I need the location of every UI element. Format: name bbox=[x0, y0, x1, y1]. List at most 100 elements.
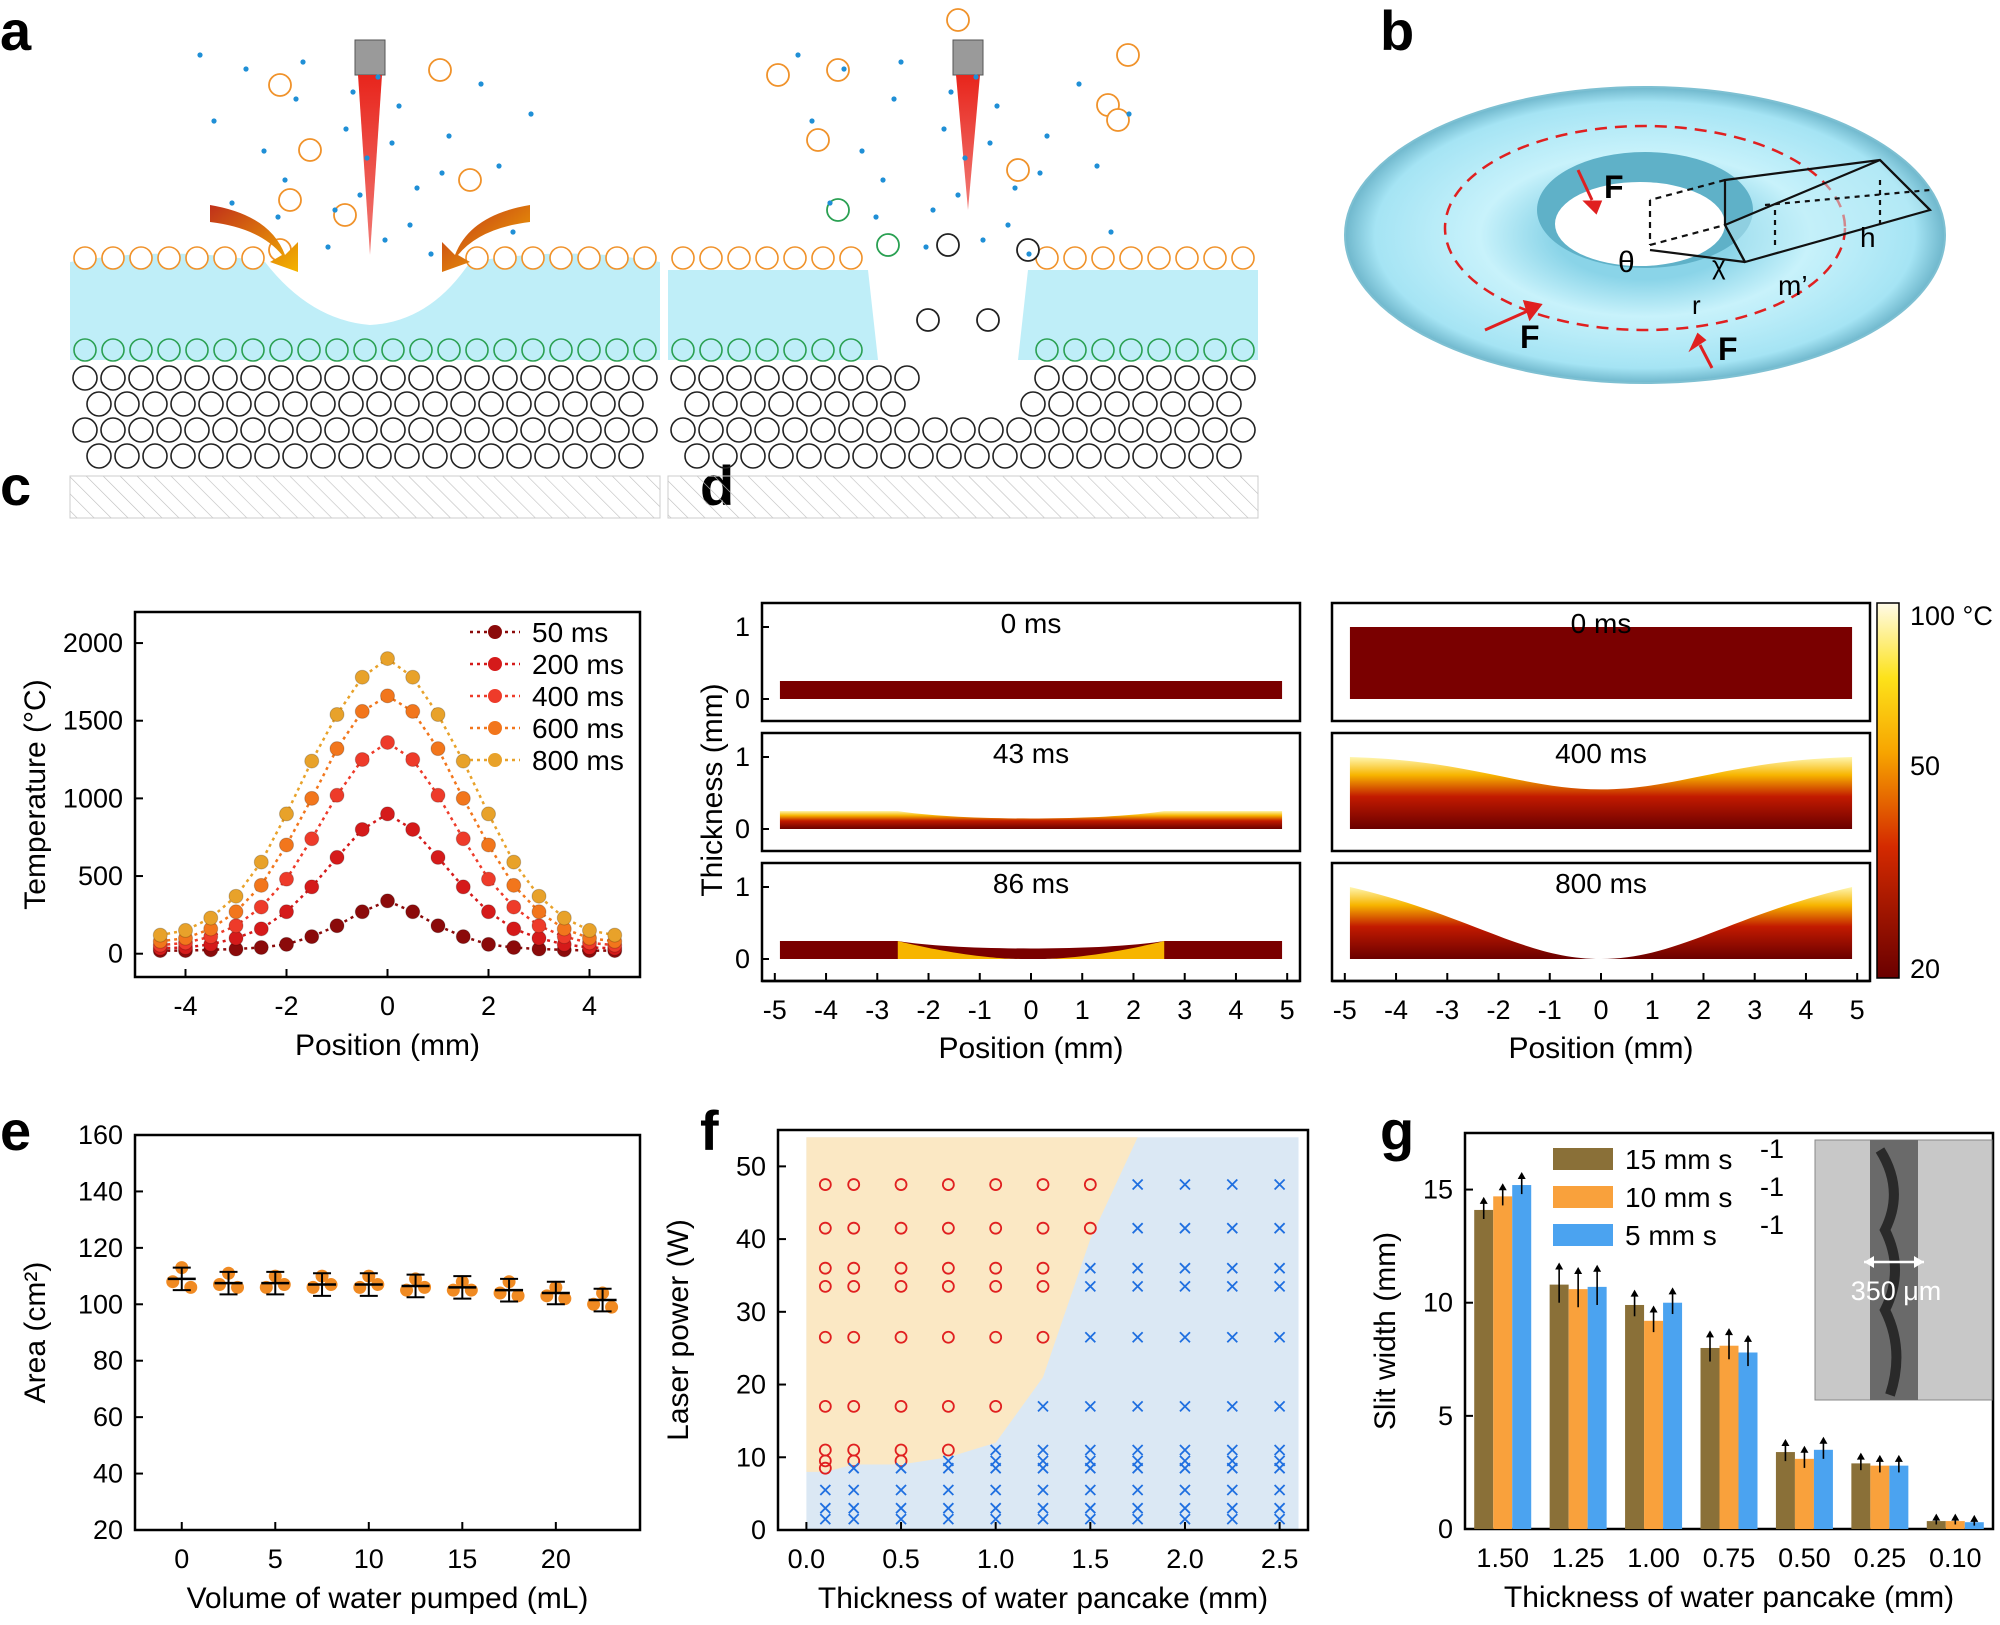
failure-marker bbox=[1084, 1262, 1096, 1274]
y-tick-label: 1 bbox=[735, 872, 750, 902]
water-layer bbox=[70, 253, 660, 360]
failure-marker bbox=[1226, 1331, 1238, 1343]
data-point bbox=[481, 904, 496, 920]
panel-b-torus-diagram: F F F θ χ r m’ h bbox=[1344, 86, 1946, 384]
failure-marker bbox=[1132, 1484, 1144, 1496]
particle-black bbox=[1216, 391, 1242, 417]
y-tick-label: 40 bbox=[93, 1459, 123, 1489]
bar bbox=[1851, 1463, 1871, 1529]
particle-black bbox=[604, 365, 630, 391]
particle-orange bbox=[1091, 246, 1115, 270]
particle-black bbox=[1020, 443, 1046, 469]
data-point bbox=[279, 904, 294, 920]
success-marker bbox=[941, 1330, 955, 1344]
particle-black bbox=[782, 365, 808, 391]
x-tick-label: 10 bbox=[354, 1544, 384, 1574]
bar bbox=[1870, 1465, 1890, 1529]
water-droplet bbox=[332, 207, 338, 213]
y-tick-label: 140 bbox=[78, 1176, 123, 1206]
x-tick-label: -2 bbox=[1487, 995, 1511, 1025]
x-tick-label: 1.5 bbox=[1072, 1544, 1110, 1574]
water-droplet bbox=[809, 118, 815, 124]
flow-arrow-left bbox=[210, 205, 298, 272]
panel-label-g: g bbox=[1380, 1099, 1414, 1162]
panel-label-e: e bbox=[0, 1099, 31, 1162]
particle-green bbox=[1035, 338, 1059, 362]
failure-marker bbox=[1084, 1484, 1096, 1496]
particle-black bbox=[1118, 365, 1144, 391]
success-marker bbox=[847, 1279, 861, 1293]
particle-black bbox=[142, 443, 168, 469]
particle-black bbox=[632, 417, 658, 443]
particle-green bbox=[101, 338, 125, 362]
particle-black bbox=[838, 417, 864, 443]
legend-marker bbox=[488, 657, 502, 671]
particle-green bbox=[73, 338, 97, 362]
ejected-particle bbox=[1016, 238, 1040, 262]
failure-marker bbox=[942, 1484, 954, 1496]
data-point bbox=[228, 904, 244, 920]
data-point bbox=[430, 849, 446, 865]
y-tick-label: 500 bbox=[78, 861, 123, 891]
failure-marker bbox=[942, 1502, 954, 1514]
data-point bbox=[279, 806, 294, 822]
water-droplet bbox=[300, 59, 306, 65]
particle-black bbox=[296, 417, 322, 443]
data-point bbox=[184, 1280, 198, 1294]
particle-black bbox=[394, 391, 420, 417]
particle-black bbox=[1202, 417, 1228, 443]
water-droplet bbox=[994, 103, 1000, 109]
failure-marker bbox=[1273, 1484, 1286, 1496]
failure-marker bbox=[1132, 1178, 1144, 1191]
particle-black bbox=[282, 443, 308, 469]
particle-black bbox=[1188, 443, 1214, 469]
particle-orange bbox=[73, 246, 97, 270]
particle-black bbox=[1160, 391, 1186, 417]
success-marker bbox=[989, 1221, 1003, 1235]
particle-black bbox=[866, 417, 892, 443]
data-point bbox=[481, 806, 496, 822]
force-arrows bbox=[1484, 169, 1714, 369]
data-point bbox=[279, 837, 294, 853]
water-droplet bbox=[261, 148, 267, 154]
y-tick-label: 1500 bbox=[63, 706, 123, 736]
failure-marker bbox=[895, 1502, 907, 1514]
particle-black bbox=[1174, 365, 1200, 391]
particle-green bbox=[633, 338, 657, 362]
time-label: 43 ms bbox=[993, 738, 1069, 769]
particle-black bbox=[838, 365, 864, 391]
bar bbox=[1568, 1289, 1588, 1529]
y-tick-label: 20 bbox=[93, 1515, 123, 1545]
failure-marker bbox=[990, 1444, 1002, 1456]
data-point bbox=[304, 929, 320, 945]
particle-black bbox=[114, 443, 140, 469]
y-tick-label: 0 bbox=[735, 684, 750, 714]
particle-black bbox=[520, 365, 546, 391]
particle-black bbox=[366, 391, 392, 417]
particle-black bbox=[810, 417, 836, 443]
y-tick-label: 120 bbox=[78, 1233, 123, 1263]
particle-green bbox=[241, 338, 265, 362]
water-droplet bbox=[1108, 229, 1114, 235]
failure-marker bbox=[1226, 1484, 1238, 1496]
y-axis-label: Thickness (mm) bbox=[696, 683, 729, 896]
particle-black bbox=[170, 391, 196, 417]
particle-black bbox=[1146, 417, 1172, 443]
failure-marker bbox=[895, 1462, 907, 1474]
particle-black bbox=[866, 365, 892, 391]
x-tick-label: -4 bbox=[173, 991, 197, 1021]
panel-label-a: a bbox=[0, 0, 32, 62]
success-marker bbox=[894, 1221, 908, 1235]
panel-label-c: c bbox=[0, 454, 31, 517]
ejected-particle bbox=[826, 58, 850, 82]
particle-black bbox=[1090, 365, 1116, 391]
particle-black bbox=[1146, 365, 1172, 391]
wedge-element bbox=[1648, 158, 1933, 264]
particle-black bbox=[978, 417, 1004, 443]
y-tick-label: 10 bbox=[1423, 1288, 1453, 1318]
particle-orange bbox=[633, 246, 657, 270]
failure-marker bbox=[1179, 1400, 1191, 1412]
particle-black bbox=[908, 443, 934, 469]
success-marker bbox=[989, 1399, 1003, 1413]
heatmap-layer bbox=[779, 681, 1283, 699]
